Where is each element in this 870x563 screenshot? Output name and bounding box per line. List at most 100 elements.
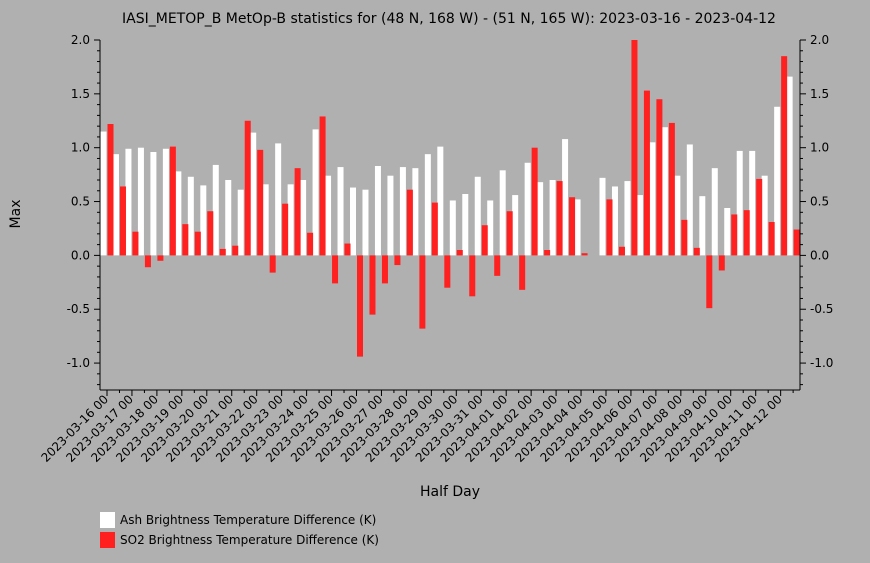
so2-bar	[132, 231, 139, 256]
y-tick-label-right: -0.5	[810, 302, 833, 316]
ash-bar	[337, 167, 344, 256]
so2-bar	[119, 186, 126, 256]
so2-bar	[144, 255, 151, 268]
so2-bar	[294, 168, 301, 256]
so2-bar	[282, 203, 289, 256]
ash-bar	[225, 180, 232, 256]
ash-bar	[150, 152, 157, 256]
ash-bar	[462, 194, 469, 256]
legend-label-so2: SO2 Brightness Temperature Difference (K…	[120, 533, 379, 547]
y-tick-label-right: -1.0	[810, 356, 833, 370]
so2-bar	[693, 247, 700, 256]
ash-bar	[661, 127, 668, 256]
so2-bar	[731, 214, 738, 256]
y-tick-label-right: 0.5	[810, 195, 829, 209]
chart-title: IASI_METOP_B MetOp-B statistics for (48 …	[122, 11, 776, 27]
ash-bar	[200, 185, 207, 256]
so2-bar	[406, 189, 413, 256]
so2-bar	[556, 181, 563, 256]
so2-bar	[519, 255, 526, 290]
ash-bar	[711, 168, 718, 256]
ash-bar	[686, 144, 693, 256]
y-tick-label-left: 1.0	[71, 141, 90, 155]
so2-bar	[194, 231, 201, 256]
ash-bar	[137, 147, 144, 256]
ash-bar	[212, 164, 219, 256]
so2-bar	[456, 250, 463, 256]
ash-bar	[512, 195, 519, 256]
ash-bar	[399, 167, 406, 256]
y-tick-label-left: 2.0	[71, 33, 90, 47]
ash-bar	[187, 176, 194, 256]
ash-bar	[100, 131, 107, 256]
y-tick-label-left: 1.5	[71, 87, 90, 101]
so2-bar	[257, 149, 264, 256]
ash-bar	[175, 171, 182, 256]
so2-bar	[569, 197, 576, 256]
ash-bar	[350, 187, 356, 256]
ash-bar	[624, 181, 631, 256]
ash-bar	[250, 132, 257, 256]
so2-bar	[419, 255, 426, 329]
so2-bar	[668, 122, 675, 256]
so2-bar	[332, 255, 339, 284]
so2-bar	[444, 255, 451, 288]
ash-bar	[312, 129, 319, 256]
so2-bar	[381, 255, 388, 284]
ash-bar	[449, 200, 456, 256]
ash-bar	[487, 200, 494, 256]
ash-bar	[611, 186, 618, 256]
ash-bar	[125, 148, 132, 256]
ash-bar	[275, 143, 282, 256]
so2-bar	[581, 253, 588, 256]
so2-bar	[182, 224, 189, 256]
ash-bar	[574, 199, 581, 256]
legend-label-ash: Ash Brightness Temperature Difference (K…	[120, 513, 376, 527]
y-tick-label-right: 0.0	[810, 248, 829, 262]
ash-bar	[387, 175, 394, 256]
ash-bar	[774, 106, 781, 256]
ash-bar	[649, 142, 656, 256]
ash-bar	[362, 189, 369, 256]
ash-bar	[537, 182, 544, 256]
ash-bar	[162, 148, 169, 256]
so2-bar	[756, 178, 763, 256]
so2-bar	[269, 255, 276, 273]
ash-bar	[262, 184, 269, 256]
ash-bar	[112, 154, 119, 256]
so2-bar	[706, 255, 713, 309]
y-tick-label-left: 0.0	[71, 248, 90, 262]
so2-bar	[357, 255, 363, 357]
so2-bar	[544, 250, 551, 256]
ash-bar	[736, 150, 743, 256]
so2-bar	[618, 246, 625, 256]
legend: Ash Brightness Temperature Difference (K…	[100, 512, 379, 548]
ash-bar	[636, 195, 643, 256]
so2-bar	[531, 147, 538, 256]
ash-bar	[699, 196, 706, 256]
y-tick-label-left: -0.5	[67, 302, 90, 316]
so2-bar	[768, 222, 775, 256]
ash-bar	[749, 150, 756, 256]
so2-bar	[344, 243, 351, 256]
ash-bar	[412, 168, 419, 256]
ash-bar	[474, 176, 481, 256]
ash-bar	[300, 180, 307, 256]
so2-bar	[107, 124, 114, 256]
so2-bar	[369, 255, 376, 315]
bars-layer	[100, 40, 800, 357]
so2-bar	[244, 120, 251, 256]
so2-bar	[656, 99, 663, 256]
so2-bar	[219, 248, 226, 256]
so2-bar	[793, 229, 800, 256]
ash-bar	[524, 162, 531, 256]
ash-bar	[562, 139, 569, 256]
y-tick-label-right: 2.0	[810, 33, 829, 47]
so2-bar	[394, 255, 401, 266]
ash-bar	[287, 184, 294, 256]
so2-bar	[157, 255, 164, 261]
ash-bar	[437, 146, 444, 256]
so2-bar	[643, 90, 650, 256]
so2-bar	[681, 219, 688, 256]
